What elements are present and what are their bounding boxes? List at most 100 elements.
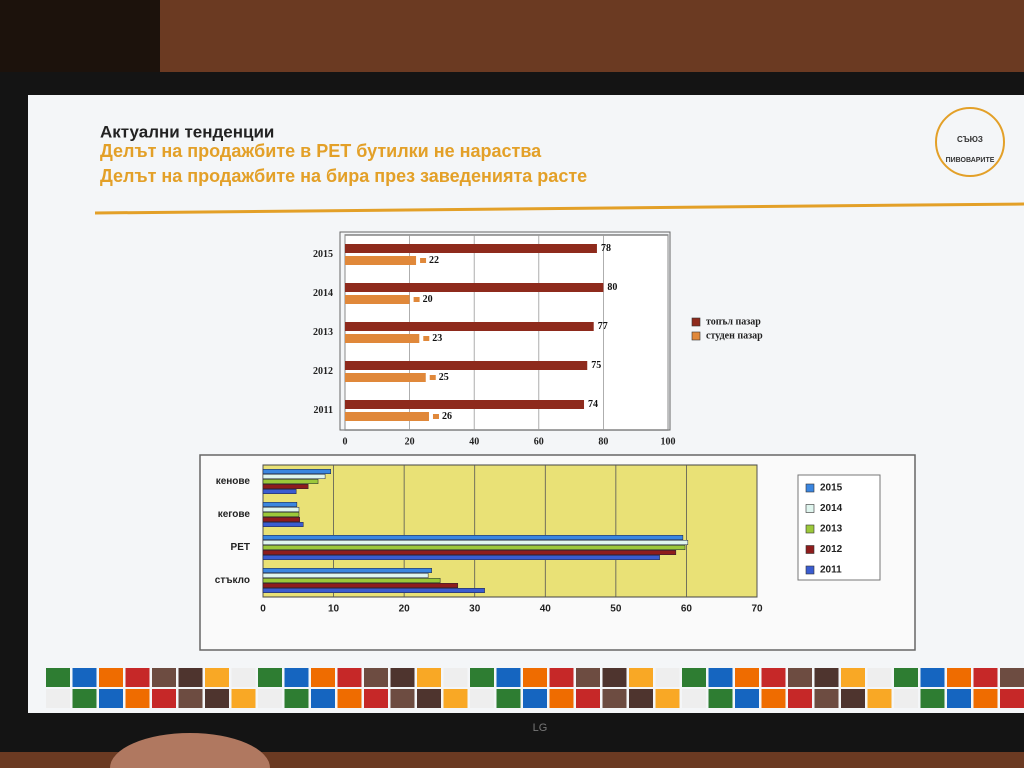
x-tick-label: 40 xyxy=(469,436,479,447)
beer-label xyxy=(284,689,309,708)
bar xyxy=(262,502,298,507)
legend-swatch xyxy=(691,331,701,341)
x-tick-label: 60 xyxy=(534,436,544,447)
beer-label xyxy=(761,668,786,687)
beer-label xyxy=(947,689,971,708)
wall-shadow xyxy=(0,0,160,80)
beer-label xyxy=(231,689,256,708)
beer-label xyxy=(46,689,70,708)
beer-label xyxy=(920,668,945,687)
beer-label xyxy=(178,668,203,687)
beer-label xyxy=(496,668,521,687)
beer-label xyxy=(364,689,388,708)
x-tick-label: 50 xyxy=(610,604,622,615)
head xyxy=(110,733,270,773)
label-marker xyxy=(423,336,430,341)
data-label: 78 xyxy=(601,243,611,254)
bar xyxy=(262,512,300,517)
y-tick-label: кенове xyxy=(216,476,251,487)
beer-label xyxy=(947,668,971,687)
bar xyxy=(262,583,459,588)
beer-label xyxy=(735,689,759,708)
beer-label xyxy=(761,689,786,708)
beer-label xyxy=(390,689,415,708)
label-marker xyxy=(429,375,436,380)
data-label: 75 xyxy=(591,360,601,371)
beer-label xyxy=(867,668,892,687)
data-label: 74 xyxy=(588,399,598,410)
beer-label xyxy=(629,668,653,687)
data-label: 25 xyxy=(439,372,449,383)
beer-label xyxy=(443,689,468,708)
bar xyxy=(345,283,604,292)
beer-label xyxy=(549,689,574,708)
beer-label xyxy=(655,668,680,687)
bar xyxy=(345,361,588,370)
beer-label xyxy=(152,689,176,708)
legend-label: топъл пазар xyxy=(706,316,761,327)
label-strip xyxy=(46,668,1024,708)
y-tick-label: 2014 xyxy=(313,288,333,299)
bar xyxy=(262,540,689,545)
beer-label xyxy=(337,668,362,687)
beer-label xyxy=(284,668,309,687)
bar xyxy=(262,578,441,583)
y-tick-label: 2011 xyxy=(314,405,333,416)
beer-label xyxy=(576,668,600,687)
beer-label xyxy=(602,668,627,687)
data-label: 20 xyxy=(423,294,433,305)
y-tick-label: кегове xyxy=(218,509,251,520)
x-tick-label: 80 xyxy=(598,436,608,447)
beer-label xyxy=(735,668,759,687)
beer-label xyxy=(814,689,839,708)
beer-label xyxy=(470,689,494,708)
beer-label xyxy=(417,668,441,687)
bar xyxy=(262,535,684,540)
subtitle: Делът на продажбите в PET бутилки не нар… xyxy=(100,141,542,161)
bar xyxy=(262,522,304,527)
bar xyxy=(262,474,326,479)
beer-label xyxy=(417,689,441,708)
bar xyxy=(262,550,677,555)
brand: LG xyxy=(533,722,548,734)
beer-label xyxy=(258,689,282,708)
legend-label: 2011 xyxy=(820,565,842,576)
x-tick-label: 20 xyxy=(399,604,411,615)
bar xyxy=(345,244,597,253)
beer-label xyxy=(629,689,653,708)
beer-label xyxy=(973,668,998,687)
bar xyxy=(262,479,319,484)
bar xyxy=(345,256,417,265)
bar xyxy=(262,555,660,560)
label-marker xyxy=(420,258,427,263)
beer-label xyxy=(523,689,547,708)
data-label: 26 xyxy=(442,411,452,422)
bar xyxy=(345,322,594,331)
beer-label xyxy=(1000,689,1024,708)
x-tick-label: 70 xyxy=(751,604,763,615)
beer-label xyxy=(973,689,998,708)
beer-label xyxy=(708,668,733,687)
x-tick-label: 0 xyxy=(260,604,266,615)
label-marker xyxy=(432,414,439,419)
legend-swatch xyxy=(805,565,815,575)
beer-label xyxy=(258,668,282,687)
beer-label xyxy=(205,689,229,708)
subtitle: Делът на продажбите на бира през заведен… xyxy=(100,166,587,186)
legend-swatch xyxy=(805,545,815,554)
beer-label xyxy=(311,668,335,687)
legend-label: 2012 xyxy=(820,544,843,555)
bar xyxy=(262,469,331,474)
data-label: 22 xyxy=(429,255,439,266)
beer-label xyxy=(867,689,892,708)
y-tick-label: 2013 xyxy=(313,327,333,338)
slide-title: Актуални тенденции xyxy=(100,122,274,141)
beer-label xyxy=(841,668,865,687)
beer-label xyxy=(523,668,547,687)
beer-label xyxy=(178,689,203,708)
beer-label xyxy=(125,668,150,687)
bar xyxy=(262,507,300,512)
beer-label xyxy=(655,689,680,708)
